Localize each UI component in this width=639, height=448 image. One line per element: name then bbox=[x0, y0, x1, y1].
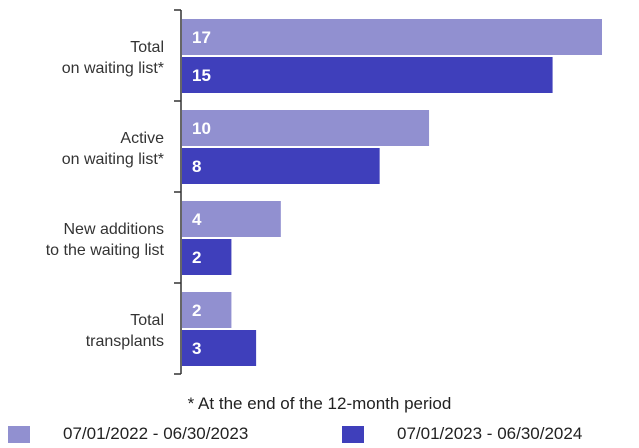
data-label: 4 bbox=[192, 210, 202, 229]
data-label: 10 bbox=[192, 119, 211, 138]
data-label: 8 bbox=[192, 157, 201, 176]
category-label: Total transplants bbox=[86, 312, 164, 350]
category-label-line: New additions bbox=[64, 221, 165, 238]
bar bbox=[182, 201, 281, 237]
bar bbox=[182, 57, 553, 93]
bar bbox=[182, 330, 257, 366]
bar bbox=[182, 110, 430, 146]
category-label-line: on waiting list* bbox=[62, 60, 164, 77]
data-label: 17 bbox=[192, 28, 211, 47]
data-label: 15 bbox=[192, 66, 211, 85]
data-label: 2 bbox=[192, 301, 201, 320]
data-labels: 17 15 10 8 4 2 2 3 bbox=[192, 28, 211, 358]
bars bbox=[182, 19, 602, 366]
category-label-line: Total bbox=[130, 39, 164, 56]
bar bbox=[182, 148, 380, 184]
data-label: 2 bbox=[192, 248, 201, 267]
legend-item-series-1: 07/01/2022 - 06/30/2023 bbox=[8, 424, 248, 444]
category-label: Total on waiting list* bbox=[62, 39, 164, 77]
category-labels: Total on waiting list* Active on waiting li… bbox=[46, 39, 165, 350]
bar bbox=[182, 239, 232, 275]
bar-chart: Total on waiting list* Active on waiting li… bbox=[46, 9, 602, 375]
legend-swatch-series-1 bbox=[8, 425, 30, 443]
bar bbox=[182, 19, 602, 55]
footnote: * At the end of the 12-month period bbox=[187, 394, 452, 413]
category-label-line: to the waiting list bbox=[46, 242, 165, 259]
legend-item-series-2: 07/01/2023 - 06/30/2024 bbox=[342, 424, 582, 444]
category-label-line: transplants bbox=[86, 333, 164, 350]
category-label-line: Active bbox=[120, 130, 164, 147]
legend-swatch-series-2 bbox=[342, 425, 364, 443]
category-label-line: on waiting list* bbox=[62, 151, 164, 168]
legend-label-series-1: 07/01/2022 - 06/30/2023 bbox=[63, 424, 249, 443]
legend: 07/01/2022 - 06/30/2023 07/01/2023 - 06/… bbox=[0, 424, 639, 446]
category-label-line: Total bbox=[130, 312, 164, 329]
category-label: Active on waiting list* bbox=[62, 130, 164, 168]
legend-label-series-2: 07/01/2023 - 06/30/2024 bbox=[397, 424, 583, 443]
category-label: New additions to the waiting list bbox=[46, 221, 165, 259]
bar bbox=[182, 292, 232, 328]
data-label: 3 bbox=[192, 339, 201, 358]
category-axis bbox=[174, 9, 182, 375]
